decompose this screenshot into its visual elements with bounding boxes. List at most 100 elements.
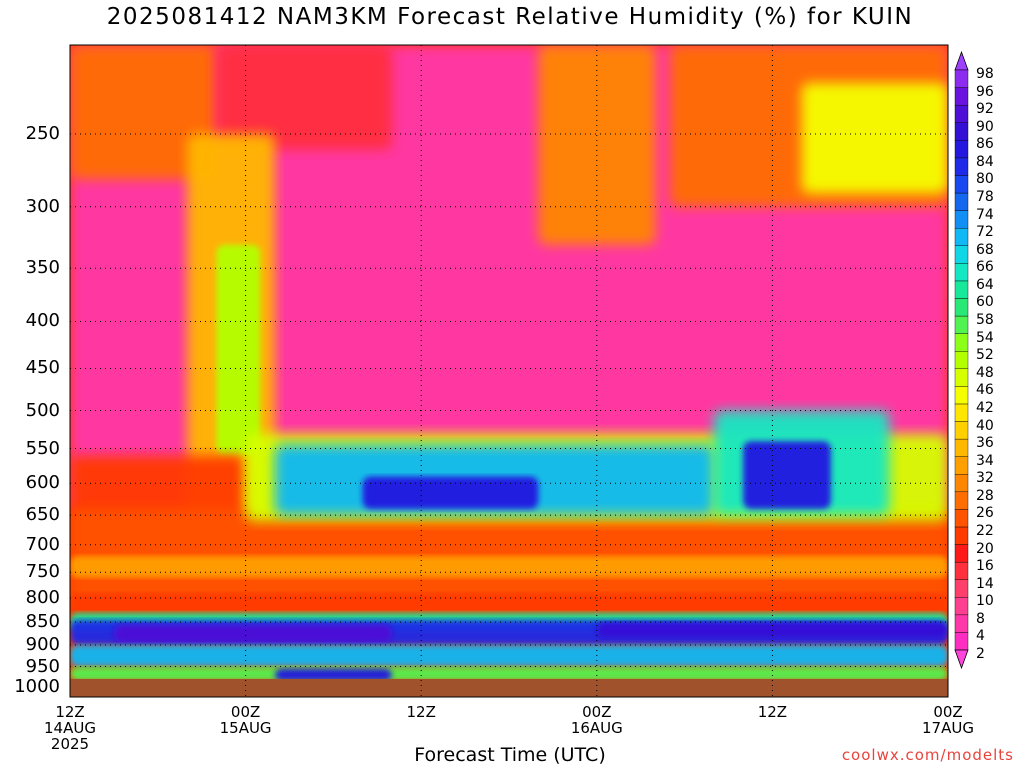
colorbar-label-60: 60 xyxy=(976,294,994,311)
y-tick-350: 350 xyxy=(25,257,60,279)
colorbar xyxy=(954,50,969,670)
credit-link[interactable]: coolwx.com/modelts xyxy=(841,746,1014,764)
colorbar-label-78: 78 xyxy=(976,189,994,206)
y-tick-400: 400 xyxy=(25,310,60,332)
y-tick-800: 800 xyxy=(25,586,60,608)
colorbar-swatch-20 xyxy=(954,298,969,317)
colorbar-swatch-33 xyxy=(954,69,969,88)
colorbar-swatch-16 xyxy=(954,368,969,387)
colorbar-swatch-8 xyxy=(954,509,969,528)
humidity-region-19 xyxy=(113,624,392,643)
colorbar-swatch-3 xyxy=(954,597,969,616)
colorbar-label-96: 96 xyxy=(976,83,994,100)
colorbar-label-66: 66 xyxy=(976,259,994,276)
y-tick-550: 550 xyxy=(25,437,60,459)
colorbar-label-46: 46 xyxy=(976,382,994,399)
colorbar-label-72: 72 xyxy=(976,224,994,241)
colorbar-label-86: 86 xyxy=(976,136,994,153)
x-tick-line xyxy=(381,720,461,736)
colorbar-swatch-6 xyxy=(954,544,969,563)
colorbar-label-16: 16 xyxy=(976,558,994,575)
x-tick-5: 00Z 17AUG xyxy=(908,704,988,752)
x-tick-0: 12Z 14AUG 2025 xyxy=(30,704,110,752)
colorbar-swatch-7 xyxy=(954,526,969,545)
x-tick-2: 12Z xyxy=(381,704,461,752)
y-tick-600: 600 xyxy=(25,472,60,494)
colorbar-swatch-17 xyxy=(954,351,969,369)
colorbar-label-22: 22 xyxy=(976,522,994,539)
colorbar-swatch-9 xyxy=(954,491,969,510)
colorbar-label-32: 32 xyxy=(976,470,994,487)
colorbar-swatch-11 xyxy=(954,456,969,475)
x-tick-4: 12Z xyxy=(732,704,812,752)
colorbar-label-2: 2 xyxy=(976,646,985,662)
colorbar-label-42: 42 xyxy=(976,399,994,416)
colorbar-max-arrow xyxy=(954,50,969,71)
colorbar-swatch-14 xyxy=(954,403,969,422)
x-axis-title: Forecast Time (UTC) xyxy=(414,744,606,766)
colorbar-swatch-22 xyxy=(954,263,969,282)
plot-frame xyxy=(69,44,949,698)
colorbar-label-8: 8 xyxy=(976,610,985,627)
humidity-region-23 xyxy=(274,668,392,681)
colorbar-swatch-12 xyxy=(954,438,969,457)
y-tick-450: 450 xyxy=(25,357,60,379)
y-tick-500: 500 xyxy=(25,399,60,421)
humidity-region-22 xyxy=(70,666,948,681)
colorbar-label-40: 40 xyxy=(976,417,994,434)
colorbar-min-arrow xyxy=(954,649,969,670)
colorbar-label-68: 68 xyxy=(976,241,994,258)
x-tick-line xyxy=(732,736,812,752)
y-tick-900: 900 xyxy=(25,633,60,655)
colorbar-label-58: 58 xyxy=(976,312,994,329)
colorbar-label-14: 14 xyxy=(976,575,994,592)
colorbar-swatch-18 xyxy=(954,333,969,352)
colorbar-label-54: 54 xyxy=(976,329,994,346)
x-tick-line: 12Z xyxy=(55,703,85,721)
colorbar-swatch-26 xyxy=(954,192,969,211)
colorbar-swatch-24 xyxy=(954,227,969,246)
colorbar-swatch-23 xyxy=(954,245,969,264)
humidity-region-14 xyxy=(362,476,539,509)
y-tick-650: 650 xyxy=(25,504,60,526)
ground-surface xyxy=(70,678,948,697)
colorbar-swatch-5 xyxy=(954,561,969,580)
x-tick-line: 17AUG xyxy=(922,719,974,737)
colorbar-label-64: 64 xyxy=(976,276,994,293)
x-tick-line: 16AUG xyxy=(570,719,623,737)
colorbar-label-34: 34 xyxy=(976,452,994,469)
x-tick-3: 00Z 16AUG xyxy=(557,704,637,752)
x-tick-line: 12Z xyxy=(757,703,788,721)
x-tick-line: 00Z xyxy=(582,703,612,721)
colorbar-label-98: 98 xyxy=(976,66,994,82)
colorbar-swatch-30 xyxy=(954,122,969,141)
x-tick-line xyxy=(206,736,286,752)
humidity-region-7 xyxy=(216,244,261,456)
colorbar-swatch-21 xyxy=(954,280,969,299)
x-tick-line: 2025 xyxy=(50,735,90,753)
colorbar-label-4: 4 xyxy=(976,628,985,645)
humidity-region-11 xyxy=(70,592,948,613)
x-tick-1: 00Z 15AUG xyxy=(206,704,286,752)
colorbar-label-20: 20 xyxy=(976,540,994,557)
colorbar-swatch-19 xyxy=(954,315,969,334)
y-tick-250: 250 xyxy=(25,123,60,144)
x-tick-line: 00Z xyxy=(230,703,261,721)
colorbar-label-90: 90 xyxy=(976,118,994,135)
colorbar-label-10: 10 xyxy=(976,593,994,610)
colorbar-label-84: 84 xyxy=(976,153,994,170)
humidity-region-2 xyxy=(216,45,392,150)
y-tick-950: 950 xyxy=(25,655,60,677)
colorbar-swatch-13 xyxy=(954,421,969,440)
colorbar-swatch-25 xyxy=(954,210,969,229)
colorbar-label-74: 74 xyxy=(976,206,994,223)
colorbar-label-80: 80 xyxy=(976,171,994,188)
colorbar-swatch-1 xyxy=(954,632,969,651)
colorbar-swatch-4 xyxy=(954,579,969,598)
chart-title: 2025081412 NAM3KM Forecast Relative Humi… xyxy=(106,4,914,30)
colorbar-label-92: 92 xyxy=(976,101,994,118)
colorbar-swatch-2 xyxy=(954,614,969,633)
y-tick-300: 300 xyxy=(25,195,60,217)
colorbar-label-28: 28 xyxy=(976,487,994,504)
